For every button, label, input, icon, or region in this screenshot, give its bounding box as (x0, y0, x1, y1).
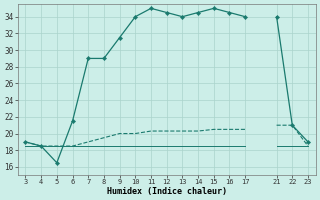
X-axis label: Humidex (Indice chaleur): Humidex (Indice chaleur) (107, 187, 227, 196)
